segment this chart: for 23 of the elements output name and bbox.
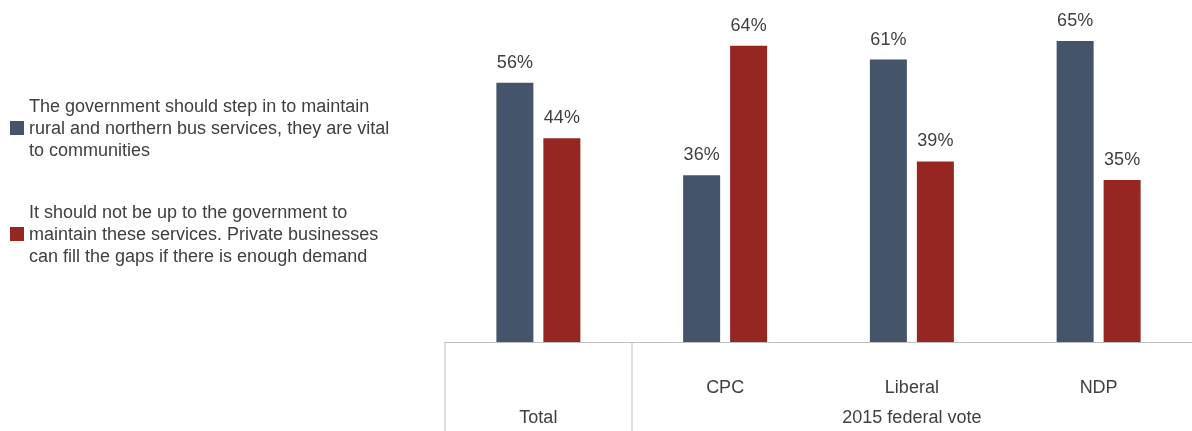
bar [869, 59, 907, 342]
text: Total [519, 407, 558, 427]
data-label: 64% [730, 14, 767, 35]
bar [496, 82, 534, 342]
bar [730, 45, 768, 342]
data-label: 56% [496, 51, 533, 72]
x-tick-label: Liberal [884, 376, 939, 397]
data-label: 61% [870, 28, 907, 49]
bar [1103, 179, 1141, 342]
x-tick-label: CPC [706, 376, 745, 397]
bar [916, 161, 954, 342]
legend-label: It should not be up to the government to maintain these services. Private businesses can fill the gaps if there is enough demand [29, 202, 384, 266]
data-label: 39% [917, 130, 954, 151]
data-label: 35% [1104, 148, 1141, 169]
bar [683, 175, 721, 342]
data-label: 44% [543, 107, 580, 128]
x-tick-label: NDP [1079, 376, 1118, 397]
bar [543, 138, 581, 342]
legend-label: The government should step in to maintain rural and northern bus services, they are vital to communities [29, 96, 395, 160]
data-label: 36% [683, 144, 720, 165]
bar [1056, 41, 1094, 342]
text: 2015 federal vote [842, 407, 982, 427]
data-label: 65% [1057, 10, 1094, 30]
